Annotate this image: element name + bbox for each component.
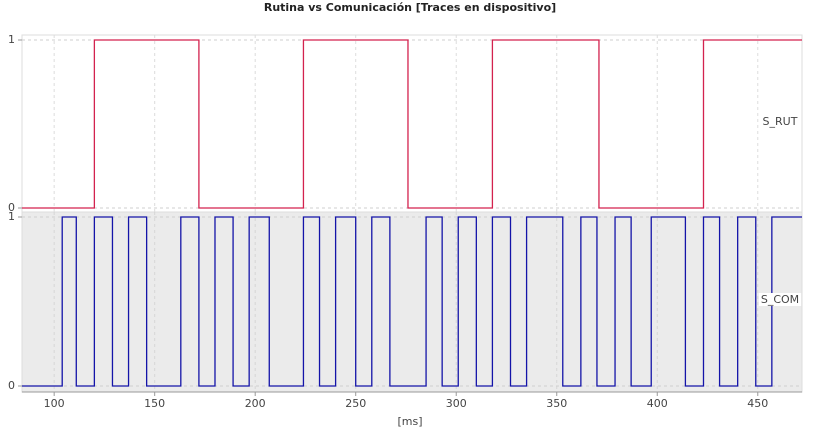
series-line (22, 216, 802, 387)
x-tick-label: 250 (345, 397, 366, 410)
y-tick-label: 1 (8, 33, 15, 46)
x-tick-label: 350 (546, 397, 567, 410)
x-tick-label: 150 (144, 397, 165, 410)
y-tick-label: 1 (8, 210, 15, 223)
series-label: S_RUT (763, 115, 798, 128)
y-tick-label: 0 (8, 379, 15, 392)
series-line (22, 39, 802, 209)
x-axis-label: [ms] (397, 415, 422, 428)
x-tick-label: 100 (44, 397, 65, 410)
x-tick-label: 200 (245, 397, 266, 410)
bottom-panel (21, 211, 803, 393)
y-tick-label: 0 (8, 201, 15, 214)
top-panel (21, 34, 803, 213)
x-tick-label: 400 (647, 397, 668, 410)
x-tick-label: 300 (446, 397, 467, 410)
series-label-bg (758, 293, 802, 306)
x-tick-label: 450 (747, 397, 768, 410)
series-label: S_COM (761, 293, 799, 306)
chart-title: Rutina vs Comunicación [Traces en dispos… (264, 1, 556, 14)
